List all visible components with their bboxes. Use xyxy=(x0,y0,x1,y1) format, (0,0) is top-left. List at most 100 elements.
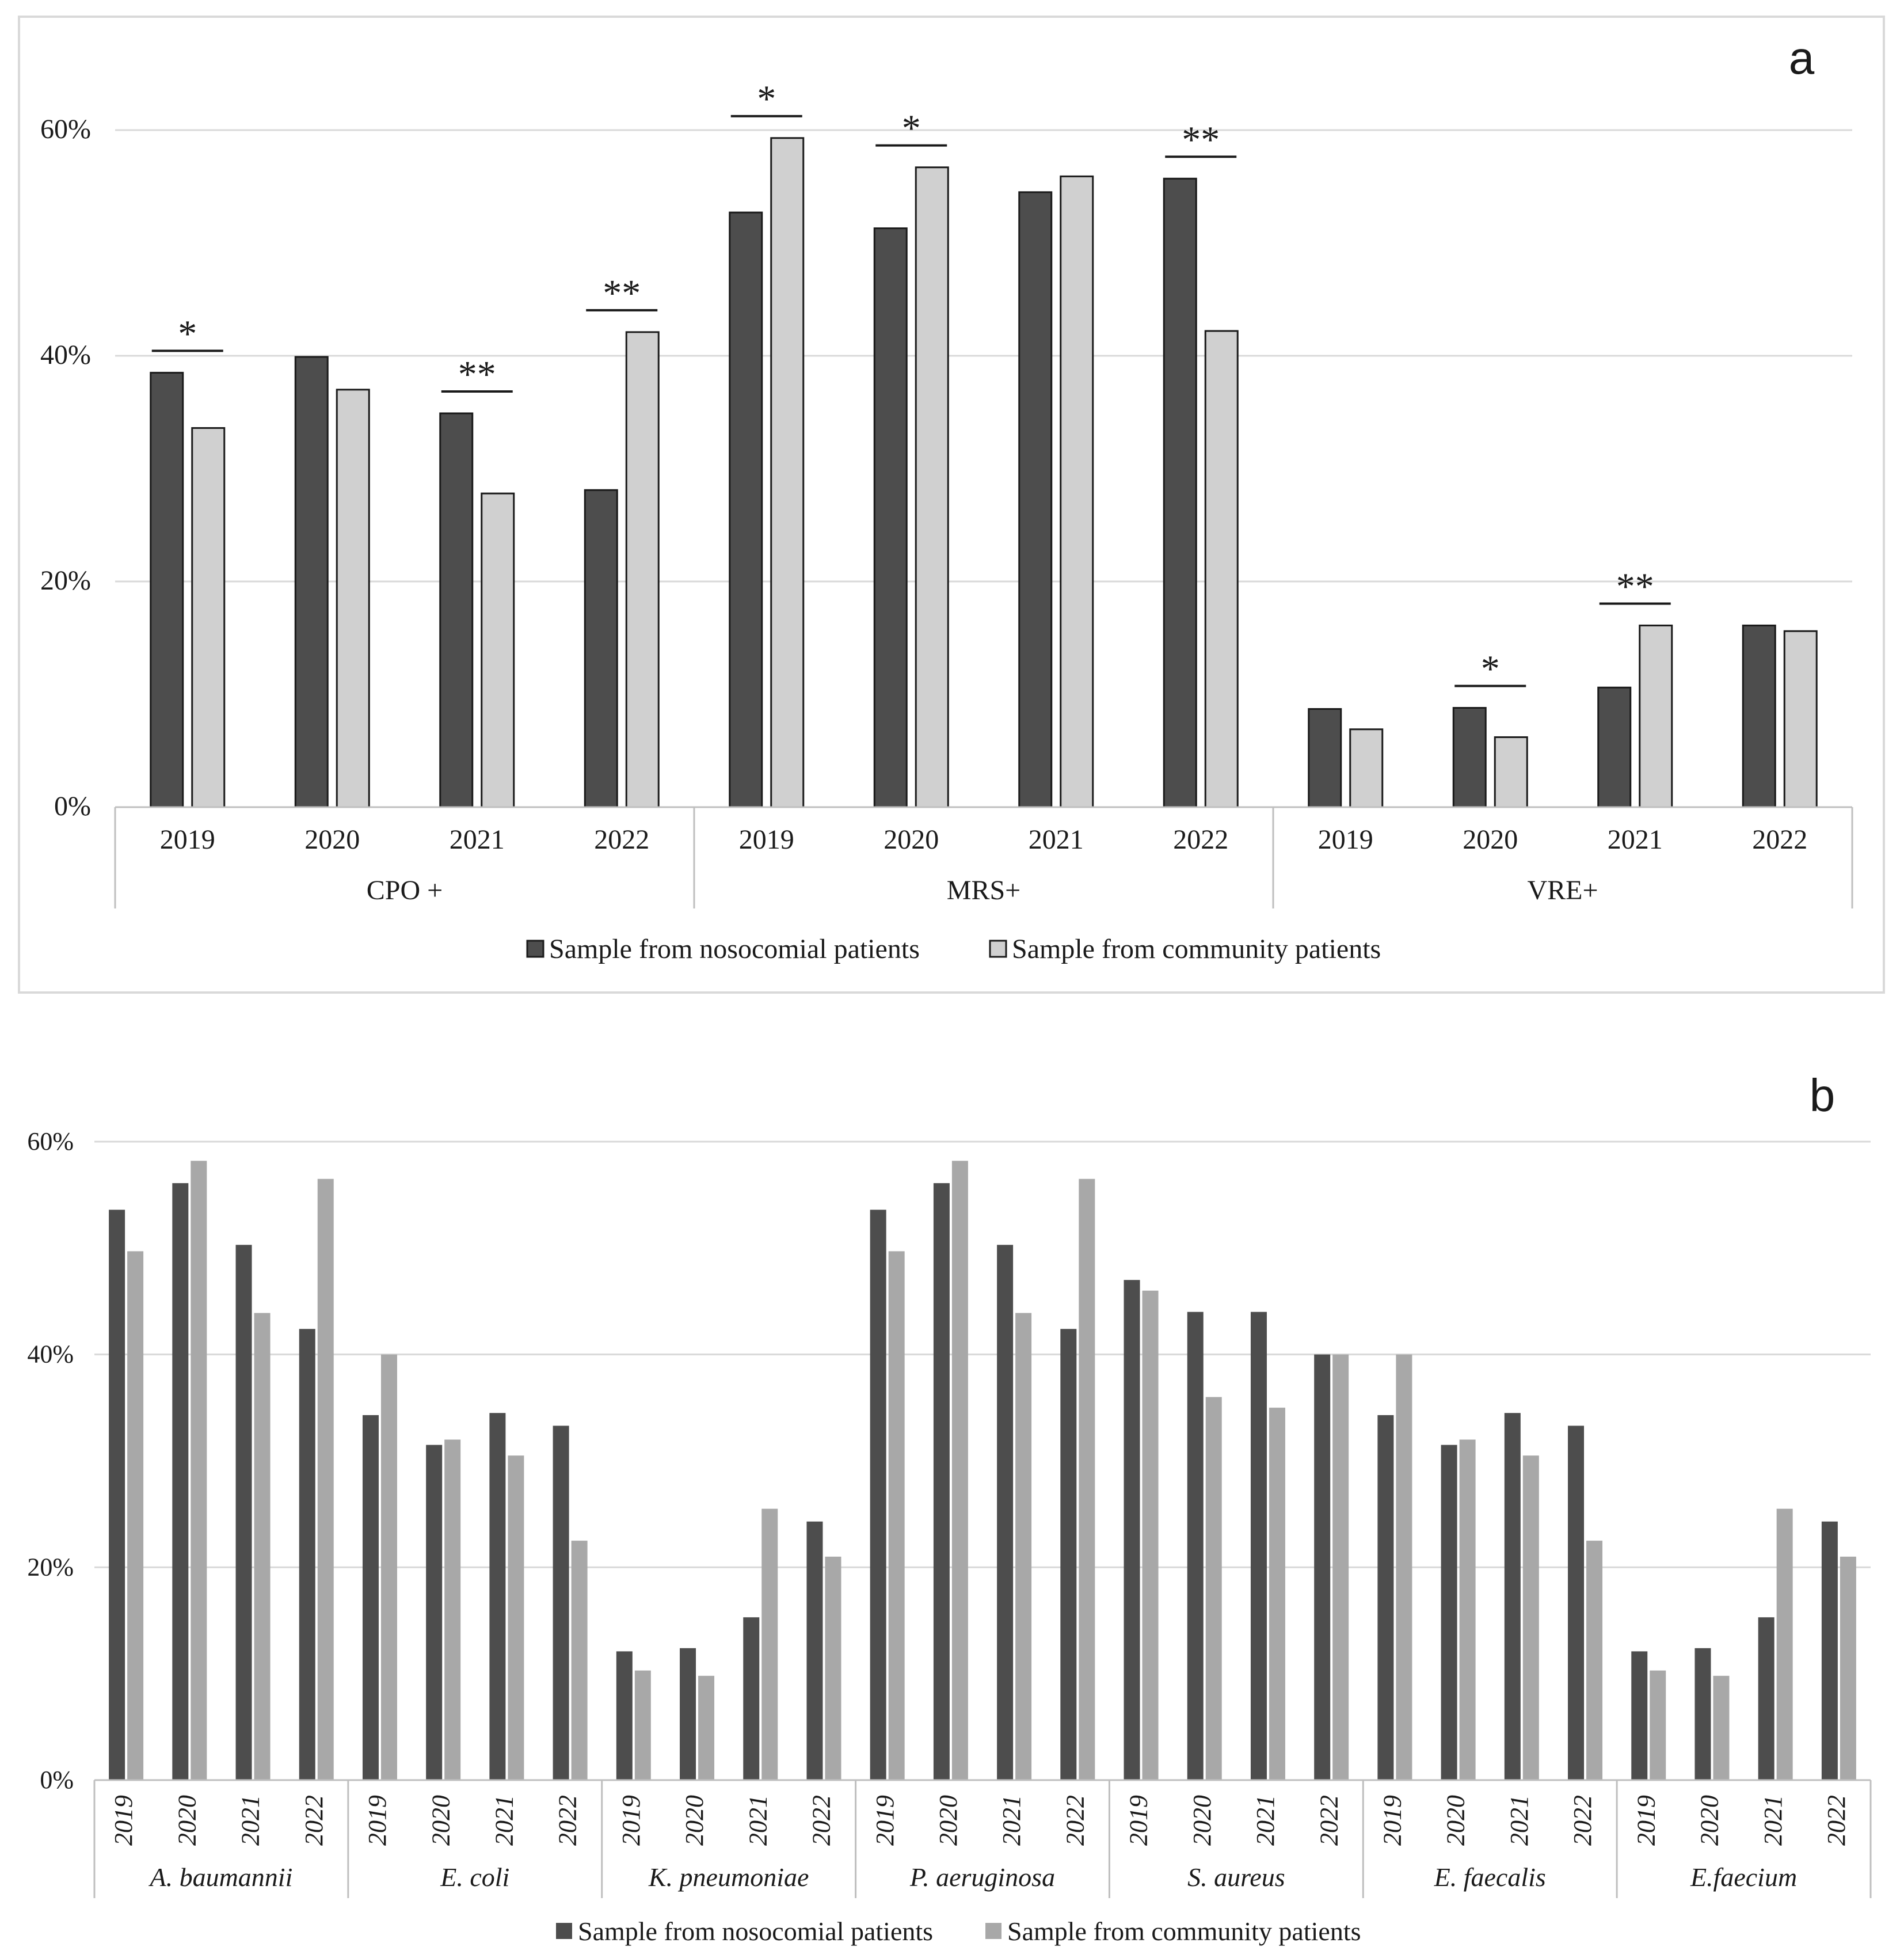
bar-nosocomial xyxy=(150,371,184,808)
bar-community xyxy=(1713,1675,1730,1780)
x-tick-label: 2022 xyxy=(808,1795,836,1846)
bar-nosocomial xyxy=(680,1648,696,1780)
x-tick-label: 2019 xyxy=(160,824,215,855)
panel-b-letter: b xyxy=(1810,1070,1836,1121)
bar-community xyxy=(1650,1670,1666,1780)
bar-nosocomial xyxy=(729,211,763,808)
x-tick-label: 2019 xyxy=(363,1795,391,1846)
x-tick-label: 2021 xyxy=(1251,1795,1280,1846)
bar-nosocomial xyxy=(1758,1617,1774,1780)
bar-community xyxy=(634,1670,651,1780)
x-tick-label: 2021 xyxy=(1505,1795,1533,1846)
bar-nosocomial xyxy=(1187,1311,1204,1780)
x-tick-label: 2022 xyxy=(300,1795,328,1846)
y-tick-label: 60% xyxy=(40,114,91,145)
x-tick-label: 2019 xyxy=(617,1795,645,1846)
x-tick-label: 2022 xyxy=(1061,1795,1089,1846)
x-tick-label: 2019 xyxy=(1318,824,1373,855)
bar-community xyxy=(127,1251,144,1780)
panel-a-frame xyxy=(18,16,1885,994)
x-axis: 2019 2020 2021 2022 2019 2020 2021 2022 2019 2020… xyxy=(114,806,1853,908)
bar-community xyxy=(317,1178,334,1780)
bar-community xyxy=(1494,736,1528,808)
panel-a-letter: a xyxy=(1789,32,1815,83)
x-tick-label: 2020 xyxy=(934,1795,962,1846)
bar-community xyxy=(191,427,226,808)
bar-nosocomial xyxy=(1060,1329,1077,1780)
bar-nosocomial xyxy=(1441,1444,1457,1780)
bar-community xyxy=(508,1455,524,1780)
x-tick-label: 2022 xyxy=(1822,1795,1850,1846)
y-tick-label: 0% xyxy=(54,791,91,822)
x-tick-label: 2022 xyxy=(594,824,649,855)
x-tick-label: 2021 xyxy=(237,1795,265,1846)
bar-nosocomial xyxy=(1124,1280,1140,1780)
group-label: VRE+ xyxy=(1527,875,1598,906)
bar-community xyxy=(1639,624,1673,808)
bar-community xyxy=(1349,728,1384,808)
bar-nosocomial xyxy=(235,1245,252,1780)
bar-nosocomial xyxy=(1631,1651,1648,1780)
x-tick-label: 2021 xyxy=(1029,824,1084,855)
x-tick-label: 2019 xyxy=(109,1795,138,1846)
bar-community xyxy=(336,389,370,808)
x-tick-label: 2020 xyxy=(304,824,360,855)
bar-community xyxy=(1586,1541,1603,1780)
significance-markers: ******* ***** xyxy=(151,78,1671,690)
y-gridlines xyxy=(115,129,1852,583)
group-label: MRS+ xyxy=(947,875,1020,906)
bar-nosocomial xyxy=(1308,708,1342,808)
x-tick-label: 2020 xyxy=(1442,1795,1470,1846)
significance-mark: ** xyxy=(1616,565,1654,607)
x-tick-label: 2019 xyxy=(1632,1795,1660,1846)
legend-label-community: Sample from community patients xyxy=(1012,934,1381,964)
bar-community xyxy=(1079,1178,1095,1780)
bar-nosocomial xyxy=(806,1521,823,1780)
significance-mark: * xyxy=(757,78,776,120)
bar-community xyxy=(1269,1408,1285,1780)
legend-swatch-nosocomial xyxy=(556,1923,572,1939)
bar-community xyxy=(1332,1354,1349,1780)
bar-nosocomial xyxy=(1597,686,1632,808)
bar-community xyxy=(951,1161,968,1780)
x-tick-label: 2022 xyxy=(1315,1795,1343,1846)
bar-community xyxy=(915,166,949,808)
x-tick-label: 2021 xyxy=(1759,1795,1787,1846)
x-tick-label: 2020 xyxy=(173,1795,201,1846)
x-tick-label: 2022 xyxy=(1752,824,1807,855)
bar-nosocomial xyxy=(870,1210,886,1780)
bar-nosocomial xyxy=(489,1413,506,1780)
bar-nosocomial xyxy=(1314,1354,1331,1780)
bar-nosocomial xyxy=(933,1183,950,1780)
bar-nosocomial xyxy=(553,1425,569,1780)
bar-nosocomial xyxy=(299,1329,315,1780)
bar-nosocomial xyxy=(1821,1521,1838,1780)
bar-community xyxy=(1142,1290,1159,1780)
legend-swatch-community xyxy=(989,940,1007,958)
y-tick-label: 20% xyxy=(40,565,91,596)
x-tick-label: 2019 xyxy=(1125,1795,1153,1846)
panel-a: a 0%20%40%60% ******* ***** 2019 2020 2021 2… xyxy=(18,16,1885,994)
bar-community xyxy=(761,1508,778,1780)
x-tick-label: 2021 xyxy=(997,1795,1026,1846)
bar-nosocomial xyxy=(616,1651,633,1780)
bar-nosocomial xyxy=(172,1183,189,1780)
bar-community xyxy=(1060,175,1094,808)
bar-community xyxy=(444,1439,461,1780)
group-label: E. faecalis xyxy=(1434,1862,1546,1892)
bar-nosocomial xyxy=(1377,1415,1394,1780)
bar-community xyxy=(571,1541,588,1780)
bar-community xyxy=(1522,1455,1539,1780)
bar-nosocomial xyxy=(743,1617,760,1780)
legend-swatch-nosocomial xyxy=(526,940,544,958)
bar-nosocomial xyxy=(1250,1311,1267,1780)
y-tick-label: 0% xyxy=(40,1766,74,1794)
x-tick-label: 2020 xyxy=(884,824,939,855)
group-label: E.faecium xyxy=(1690,1862,1797,1892)
significance-mark: ** xyxy=(1182,119,1220,161)
x-tick-label: 2021 xyxy=(450,824,505,855)
x-tick-label: 2019 xyxy=(871,1795,899,1846)
y-gridlines xyxy=(94,1140,1871,1568)
y-tick-label: 60% xyxy=(27,1127,74,1155)
